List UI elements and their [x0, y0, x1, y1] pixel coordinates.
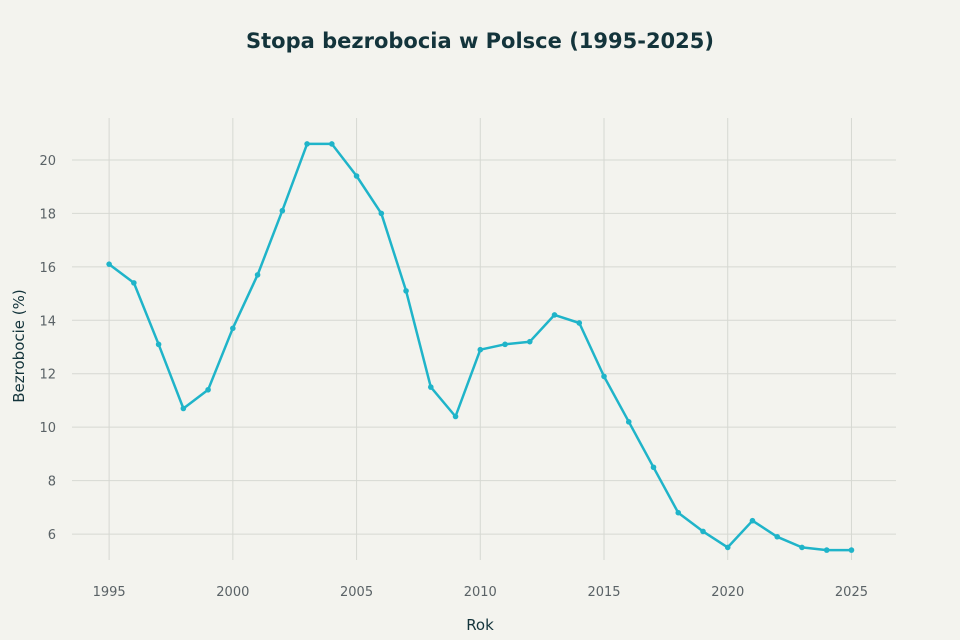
data-point-2008 — [427, 384, 434, 390]
data-point-2017 — [650, 464, 657, 471]
data-point-2002 — [279, 207, 286, 214]
x-tick-label: 1995 — [93, 585, 126, 600]
data-point-2020 — [724, 544, 731, 551]
data-point-2024 — [823, 547, 830, 553]
y-axis-label: Bezrobocie (%) — [10, 289, 28, 402]
data-point-2001 — [254, 272, 261, 278]
x-tick-label: 2010 — [464, 585, 497, 600]
chart-title: Stopa bezrobocia w Polsce (1995-2025) — [246, 29, 714, 53]
data-point-1999 — [205, 386, 211, 393]
y-tick-label: 6 — [48, 528, 56, 543]
x-tick-label: 2025 — [835, 585, 868, 600]
data-point-2022 — [774, 533, 781, 540]
x-tick-label: 2020 — [711, 585, 744, 600]
data-point-1998 — [180, 405, 187, 412]
y-tick-label: 14 — [39, 314, 56, 329]
y-tick-label: 8 — [48, 475, 56, 490]
data-point-2012 — [526, 338, 533, 345]
y-tick-label: 20 — [39, 154, 56, 169]
data-point-2011 — [502, 341, 508, 348]
y-tick-label: 16 — [39, 261, 56, 276]
data-point-2016 — [625, 419, 632, 425]
data-point-1996 — [131, 280, 137, 286]
x-axis-label: Rok — [466, 616, 494, 634]
data-point-2018 — [675, 509, 682, 516]
y-axis-ticks: 6 8 10 12 14 16 18 20 — [39, 154, 56, 543]
data-point-1995 — [106, 261, 112, 267]
data-point-2005 — [353, 173, 360, 179]
data-point-2004 — [329, 141, 335, 147]
data-point-2013 — [551, 312, 558, 318]
y-tick-label: 10 — [39, 421, 56, 436]
data-point-2010 — [477, 346, 484, 353]
data-point-2019 — [700, 528, 706, 535]
data-points — [106, 141, 855, 553]
data-point-2009 — [452, 413, 459, 420]
data-point-2000 — [230, 325, 236, 332]
data-point-2014 — [576, 320, 583, 326]
y-tick-label: 18 — [39, 207, 56, 222]
data-point-1997 — [155, 341, 162, 348]
data-point-2021 — [749, 517, 756, 524]
data-point-2006 — [378, 210, 385, 217]
data-point-2025 — [848, 547, 855, 553]
data-point-2003 — [304, 141, 310, 147]
grid — [72, 118, 896, 560]
x-tick-label: 2000 — [216, 585, 249, 600]
x-tick-label: 2005 — [340, 585, 373, 600]
data-point-2023 — [799, 544, 805, 551]
x-tick-label: 2015 — [587, 585, 620, 600]
data-point-2015 — [601, 373, 607, 380]
y-tick-label: 12 — [39, 368, 56, 383]
x-axis-ticks: 1995 2000 2005 2010 2015 2020 2025 — [93, 585, 868, 600]
data-point-2007 — [403, 288, 409, 294]
